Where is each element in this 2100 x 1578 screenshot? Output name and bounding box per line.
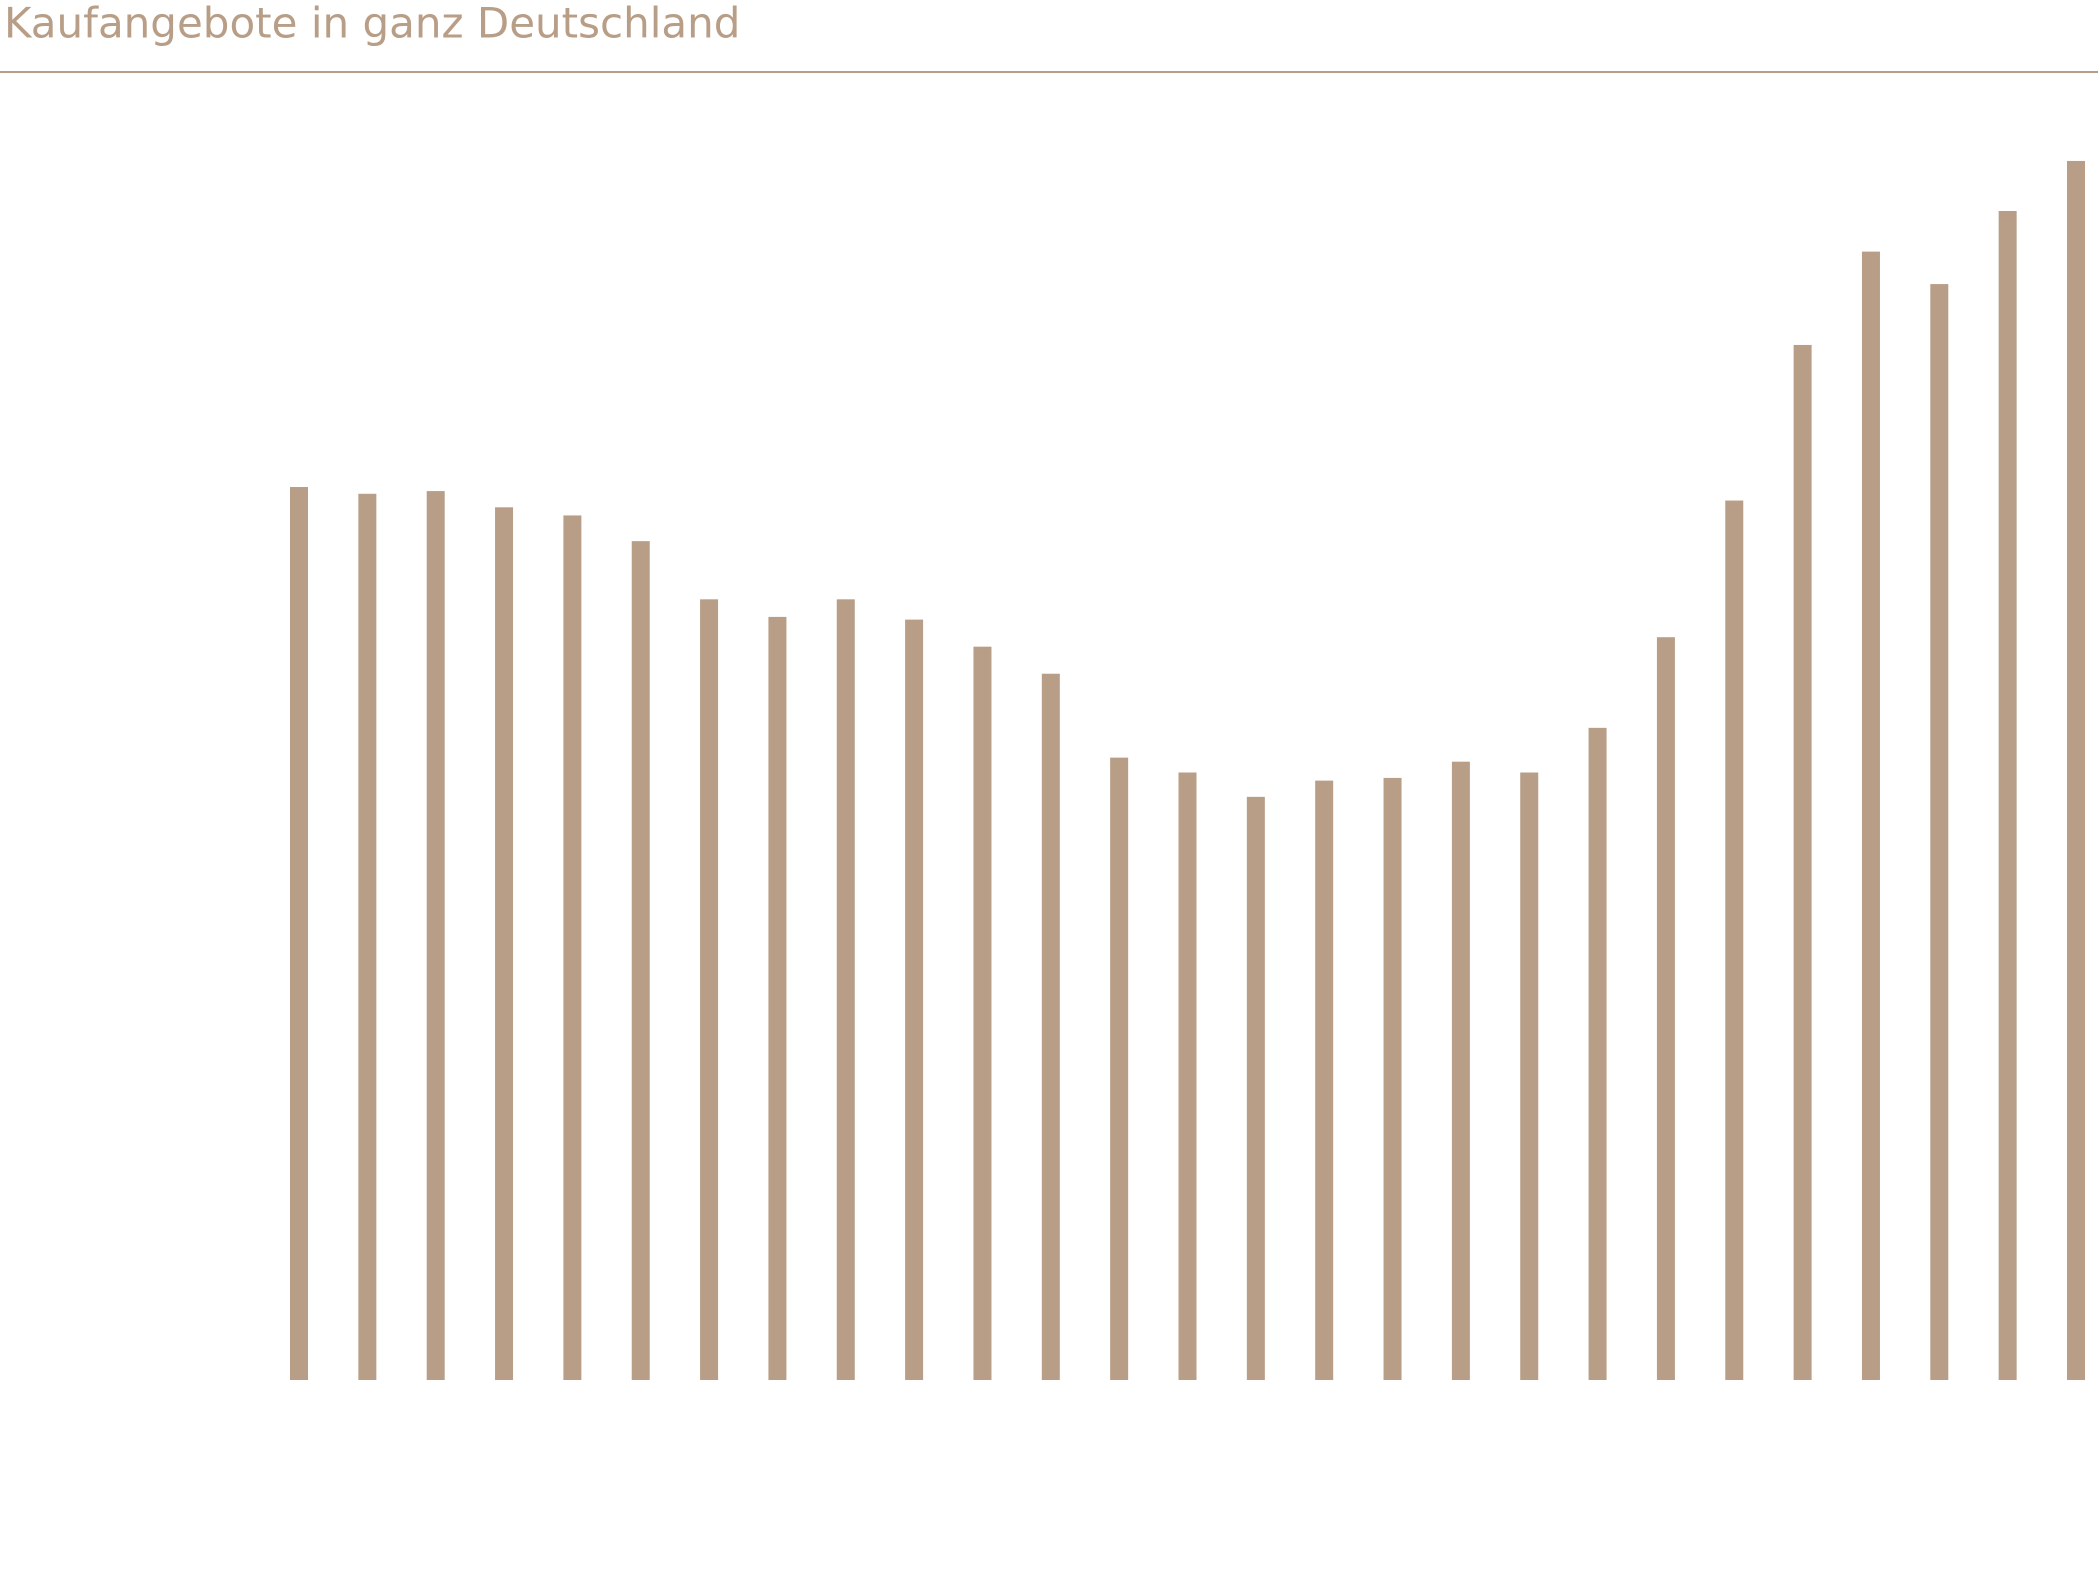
bar [358,493,377,1380]
bar [1383,777,1402,1380]
bar [426,491,445,1381]
bar [1725,500,1744,1380]
bar [1998,211,2017,1380]
bar [1793,344,1812,1381]
bar [1246,796,1265,1380]
bar [768,616,787,1380]
bar [905,619,924,1380]
bar [1520,772,1539,1380]
bar [700,599,719,1380]
bar [1861,251,1880,1380]
bar [290,487,308,1380]
bar [631,541,650,1380]
bar [1930,284,1949,1380]
bar [1588,727,1607,1380]
bar [1178,772,1197,1380]
bar [2067,160,2085,1380]
bar [1656,637,1675,1380]
chart-title: Kaufangebote in ganz Deutschland [4,0,740,48]
bar [495,507,514,1380]
bar [1041,673,1060,1380]
bar [1110,757,1129,1380]
bar [973,646,992,1380]
bar [563,515,582,1380]
bar [1451,761,1470,1380]
bar [836,599,855,1380]
bar [1315,780,1334,1380]
